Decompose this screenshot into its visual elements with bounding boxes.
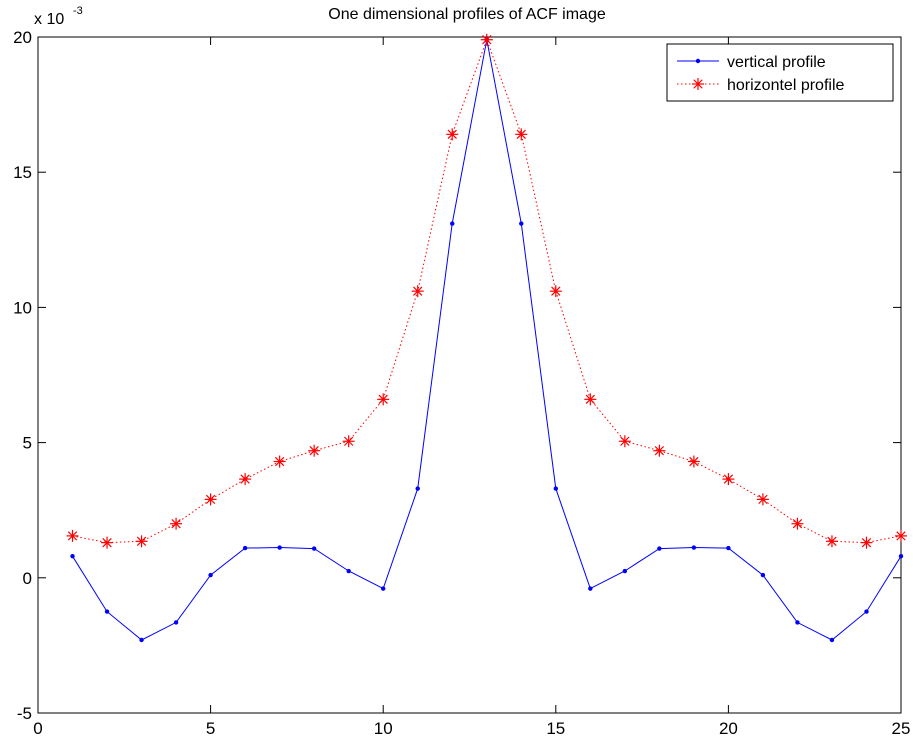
data-point-asterisk [101, 536, 114, 549]
data-point-asterisk [756, 493, 769, 506]
y-exponent-label: x 10 -3 [34, 5, 83, 28]
y-exponent-base: x 10 [34, 11, 64, 28]
y-tick-label: -5 [17, 704, 32, 723]
x-tick-label: 10 [374, 719, 393, 738]
data-point-asterisk [342, 435, 355, 448]
x-tick-label: 5 [206, 719, 215, 738]
data-point-asterisk [791, 517, 804, 530]
data-point-asterisk [239, 473, 252, 486]
legend-label: horizontel profile [727, 77, 845, 94]
x-tick-label: 25 [892, 719, 911, 738]
data-point-dot [450, 221, 455, 226]
data-point-asterisk [308, 444, 321, 457]
data-point-dot [381, 586, 386, 591]
data-point-dot [691, 545, 697, 550]
data-point-dot [415, 486, 420, 491]
data-point-dot [864, 609, 869, 614]
data-point-asterisk [446, 128, 459, 141]
data-point-asterisk [515, 128, 528, 141]
data-point-asterisk [653, 444, 666, 457]
x-tick-label: 0 [33, 719, 42, 738]
data-point-asterisk [480, 33, 493, 46]
data-point-dot [277, 545, 282, 550]
data-point-asterisk [860, 536, 873, 549]
legend-label: vertical profile [727, 54, 826, 71]
data-point-asterisk [273, 455, 286, 468]
data-point-dot [726, 545, 731, 551]
x-tick-label: 15 [546, 719, 565, 738]
data-point-asterisk [584, 393, 597, 406]
data-point-asterisk [895, 529, 907, 542]
data-point-dot [829, 637, 835, 643]
data-point-asterisk [549, 285, 562, 298]
y-tick-label: 0 [23, 569, 32, 588]
y-tick-label: 20 [13, 28, 32, 47]
data-point-dot [760, 572, 766, 578]
data-point-dot [70, 553, 75, 559]
data-point-asterisk [825, 535, 838, 548]
legend-swatch-marker [695, 58, 701, 64]
data-point-asterisk [135, 535, 148, 548]
data-point-asterisk [722, 473, 735, 486]
data-point-dot [588, 586, 593, 591]
data-point-dot [795, 620, 800, 625]
data-point-dot [104, 609, 110, 614]
data-point-dot [208, 572, 213, 578]
data-point-asterisk [411, 285, 424, 298]
data-point-dot [898, 553, 904, 559]
y-tick-label: 15 [13, 163, 32, 182]
data-point-asterisk [618, 435, 631, 448]
data-point-dot [553, 486, 558, 491]
y-tick-label: 10 [13, 298, 32, 317]
legend-box [666, 43, 894, 102]
data-point-dot [346, 568, 351, 574]
y-tick-label: 5 [23, 434, 32, 453]
data-point-dot [311, 546, 317, 551]
legend-swatch-marker [692, 78, 704, 90]
data-point-asterisk [377, 393, 390, 406]
data-point-dot [657, 546, 662, 551]
data-point-asterisk [204, 493, 217, 506]
data-point-dot [173, 620, 179, 625]
legend: vertical profile horizontel profile [666, 43, 894, 102]
data-point-dot [622, 568, 628, 574]
data-point-asterisk [66, 529, 79, 542]
axes-box [37, 36, 902, 714]
data-point-asterisk [687, 455, 700, 468]
data-point-asterisk [170, 517, 183, 530]
data-point-dot [139, 637, 144, 643]
x-tick-label: 20 [719, 719, 738, 738]
data-point-dot [242, 545, 248, 551]
y-exponent-power: -3 [73, 5, 83, 17]
data-point-dot [519, 221, 524, 226]
chart-title: One dimensional profiles of ACF image [328, 6, 606, 23]
